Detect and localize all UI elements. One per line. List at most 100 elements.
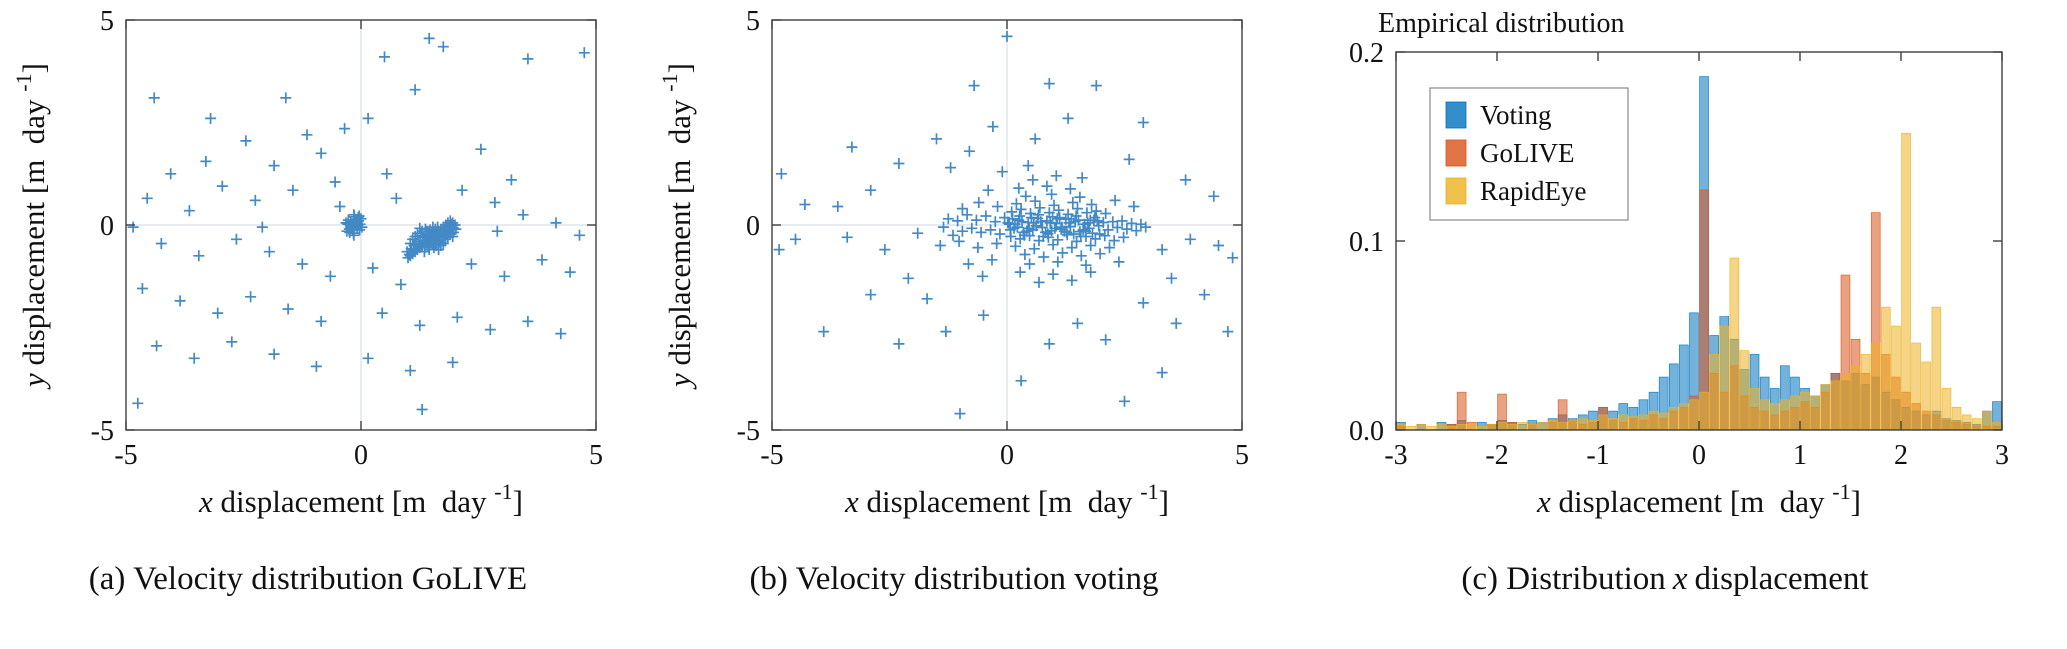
bar <box>1668 406 1679 431</box>
x-tick-label: 5 <box>1235 440 1249 471</box>
bar <box>1780 399 1790 431</box>
bar <box>1396 423 1406 431</box>
x-tick-label: -5 <box>760 440 783 471</box>
scatter-plot-golive: -5 0 5 -5 0 5 x displacement [m day -1] y displ… <box>8 6 608 551</box>
bar <box>1618 414 1629 431</box>
bar <box>1790 395 1800 431</box>
bar <box>1820 384 1831 431</box>
x-tick-label: 3 <box>1995 440 2009 471</box>
bar <box>1416 423 1427 431</box>
bar <box>1982 410 1992 431</box>
bar <box>1679 403 1689 431</box>
bar <box>1951 406 1962 431</box>
y-tick-label: 5 <box>746 6 760 37</box>
legend-swatch-voting <box>1445 101 1467 129</box>
x-tick-label: -3 <box>1384 440 1407 471</box>
legend-label-voting: Voting <box>1480 100 1552 130</box>
caption-c: (c) Distribution x displacement <box>1461 561 1868 598</box>
x-tick-label: -5 <box>114 440 137 471</box>
bar <box>1466 423 1477 431</box>
bar <box>1800 391 1810 431</box>
y-tick-label: 0 <box>100 211 114 242</box>
panel-a: -5 0 5 -5 0 5 x displacement [m day -1] y displ… <box>8 6 608 598</box>
bar <box>1709 354 1719 431</box>
x-tick-label: 0 <box>1000 440 1014 471</box>
histogram-x-displacement: Empirical distribution -3 -2 -1 0 1 2 3 0.0 0.1 0.… <box>1300 6 2030 551</box>
bar <box>1749 388 1760 431</box>
bar <box>1517 422 1528 431</box>
bar <box>1931 306 1942 431</box>
bar <box>1961 414 1972 431</box>
bar <box>1769 403 1780 431</box>
bar <box>1971 418 1982 431</box>
caption-a: (a) Velocity distribution GoLIVE <box>89 561 527 598</box>
bar <box>1628 416 1639 431</box>
x-axis-label: x displacement [m day -1] <box>198 479 523 519</box>
x-tick-label: 0 <box>1692 440 1706 471</box>
bar <box>1537 422 1548 431</box>
bar <box>1840 372 1851 431</box>
bar <box>1557 422 1568 431</box>
caption-a-text: (a) Velocity distribution GoLIVE <box>88 561 528 597</box>
legend-swatch-golive <box>1445 139 1467 167</box>
x-tick-label: 0 <box>354 440 368 471</box>
caption-c-variable: x <box>1672 561 1688 597</box>
bar <box>1739 350 1750 431</box>
caption-c-suffix: displacement <box>1694 561 1869 597</box>
panel-c: Empirical distribution -3 -2 -1 0 1 2 3 0.0 0.1 0.… <box>1300 6 2030 598</box>
bar <box>1699 391 1709 431</box>
x-displacement-histogram-svg: Empirical distribution -3 -2 -1 0 1 2 3 0.0 0.1 0.… <box>1349 8 2009 519</box>
bar <box>1992 422 2002 431</box>
x-tick-label: 1 <box>1793 440 1807 471</box>
bar <box>1729 257 1740 431</box>
panel-b: -5 0 5 -5 0 5 x displacement [m day -1] y displ… <box>654 6 1254 598</box>
bar <box>1901 132 1911 431</box>
y-tick-label: 0 <box>746 211 760 242</box>
caption-c-prefix: (c) Distribution <box>1461 561 1666 597</box>
bar <box>1487 423 1497 431</box>
bar <box>1648 410 1659 431</box>
legend-label-golive: GoLIVE <box>1480 138 1574 168</box>
voting-velocity-svg: -5 0 5 -5 0 5 x displacement [m day -1] y displ… <box>657 6 1249 519</box>
bar <box>1881 306 1891 431</box>
y-tick-label: 5 <box>100 6 114 37</box>
y-axis-label: y displacement [m day -1] <box>11 63 51 390</box>
bar <box>1941 388 1952 431</box>
x-axis-label: x displacement [m day -1] <box>1536 479 1861 519</box>
bar <box>1759 399 1770 431</box>
bar <box>1598 414 1608 431</box>
golive-velocity-svg: -5 0 5 -5 0 5 x displacement [m day -1] y displ… <box>11 6 603 519</box>
legend-label-rapideye: RapidEye <box>1480 176 1586 206</box>
bar <box>1719 325 1730 431</box>
bar <box>1588 420 1598 431</box>
bar <box>1658 412 1669 431</box>
bar <box>1527 423 1538 431</box>
bar <box>1860 354 1871 431</box>
bar <box>1911 342 1921 431</box>
bars-rapideye <box>1396 132 2002 431</box>
legend-swatch-rapideye <box>1445 177 1467 205</box>
bar <box>1507 423 1517 431</box>
bar <box>1891 325 1901 431</box>
x-tick-label: 2 <box>1894 440 1908 471</box>
bar <box>1567 420 1578 431</box>
chart-title: Empirical distribution <box>1378 8 1625 39</box>
scatter-points <box>773 30 1239 420</box>
bar <box>1870 342 1881 431</box>
bar <box>1456 423 1467 431</box>
x-tick-label: -1 <box>1586 440 1609 471</box>
bar <box>1578 418 1588 431</box>
y-tick-label: 0.1 <box>1349 227 1384 258</box>
y-tick-label: 0.2 <box>1349 38 1384 69</box>
scatter-plot-voting: -5 0 5 -5 0 5 x displacement [m day -1] y displ… <box>654 6 1254 551</box>
y-tick-label: -5 <box>91 416 114 447</box>
caption-b-text: (b) Velocity distribution voting <box>749 561 1159 597</box>
bar <box>1638 414 1649 431</box>
x-axis-label: x displacement [m day -1] <box>844 479 1169 519</box>
y-tick-label: -5 <box>737 416 760 447</box>
bar <box>1547 420 1558 431</box>
bar <box>1830 380 1841 431</box>
x-tick-label: 5 <box>589 440 603 471</box>
bar <box>1850 365 1861 431</box>
